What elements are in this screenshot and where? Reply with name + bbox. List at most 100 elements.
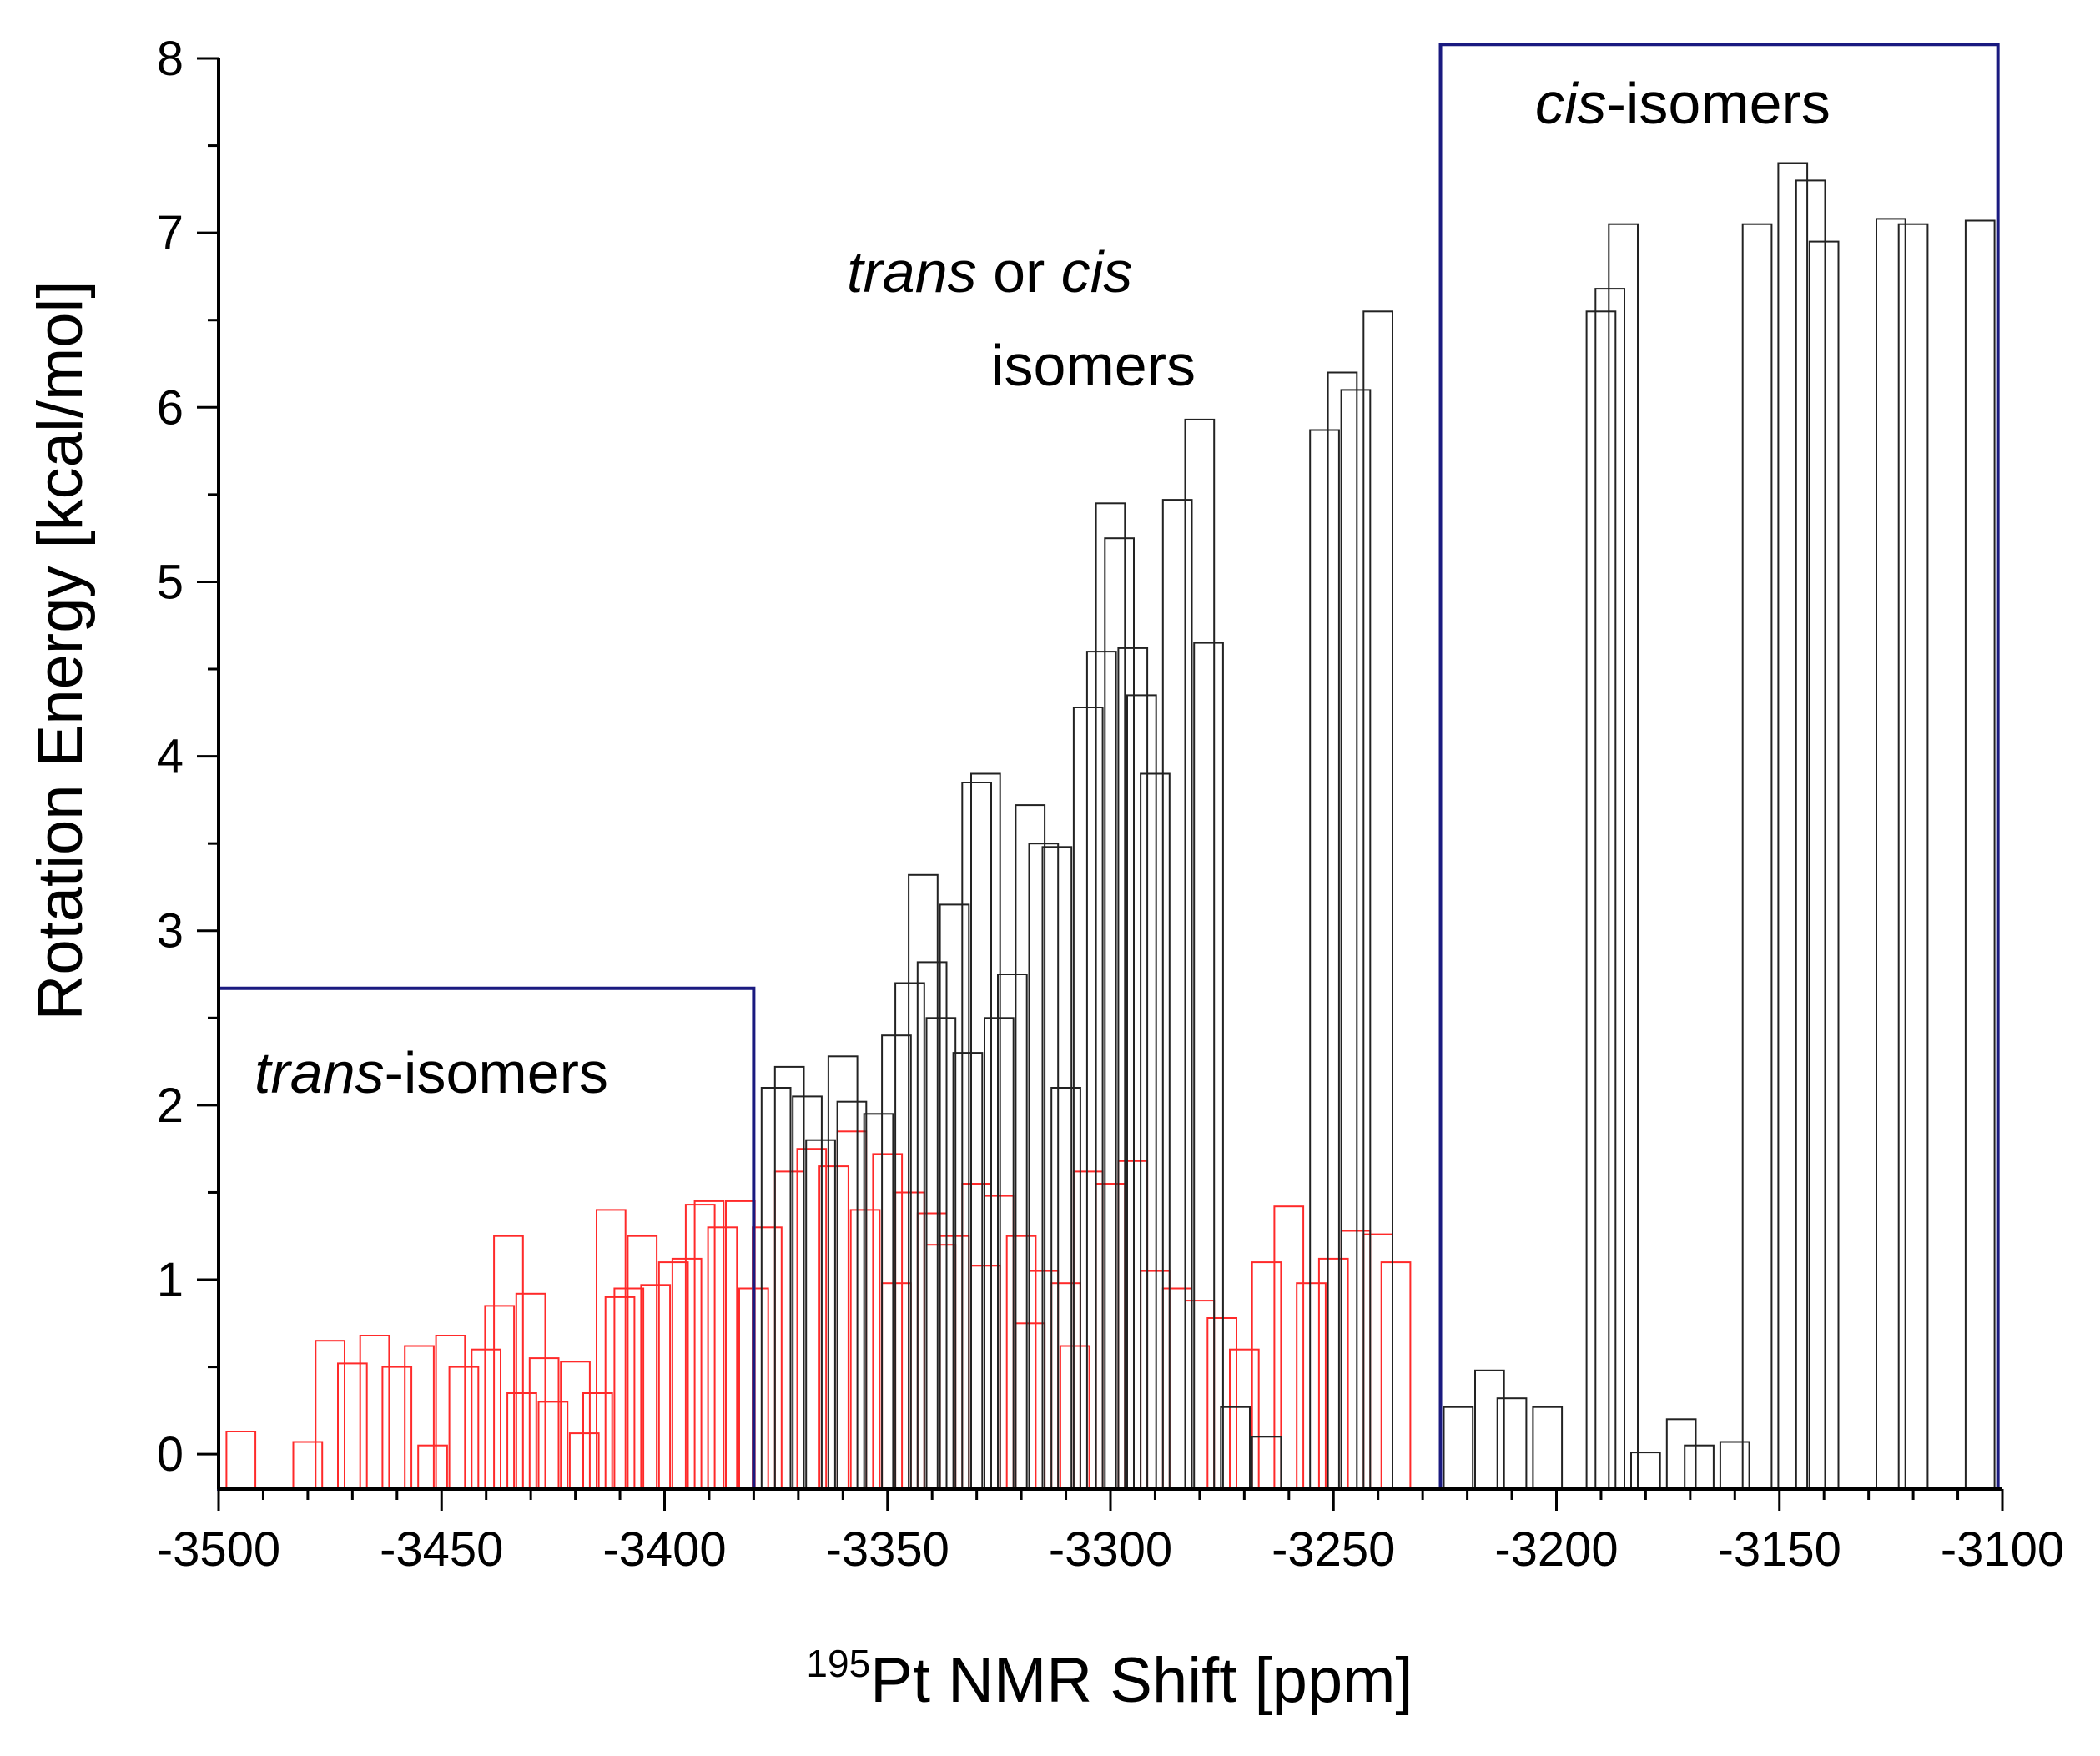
red-bar <box>970 1265 1001 1491</box>
black-bar <box>1220 1406 1251 1490</box>
y-tick-label: 3 <box>157 904 184 959</box>
black-bar <box>1340 389 1372 1490</box>
red-bar <box>484 1305 516 1491</box>
red-bar <box>1117 1160 1149 1491</box>
red-bar <box>849 1209 881 1491</box>
black-bar <box>1041 846 1073 1490</box>
red-bar <box>1184 1300 1216 1490</box>
black-bar <box>773 1065 805 1491</box>
red-bar <box>671 1257 703 1491</box>
black-bar <box>939 903 970 1490</box>
black-bar <box>881 1034 912 1490</box>
red-bar <box>752 1226 783 1491</box>
x-axis-ticks: -3500 -3450 -3400 -3350 -3300 -3250 -3200 -3150… <box>157 1489 2064 1577</box>
red-bar <box>939 1235 970 1490</box>
red-bar <box>773 1170 805 1491</box>
red-bar <box>359 1335 390 1490</box>
black-bar <box>984 1017 1015 1491</box>
black-bar <box>1777 162 1809 1490</box>
red-bar <box>613 1287 645 1490</box>
red-bar <box>1028 1270 1060 1490</box>
x-tick-label: -3250 <box>1272 1522 1395 1577</box>
red-bar <box>515 1292 546 1491</box>
y-axis-title: Rotation Energy [kcal/mol] <box>25 280 96 1020</box>
black-bar <box>1741 223 1773 1491</box>
red-bar <box>684 1204 716 1490</box>
black-bar <box>1251 1436 1282 1491</box>
red-bar <box>961 1183 993 1490</box>
black-bar <box>925 1017 957 1491</box>
black-bar <box>1795 179 1826 1490</box>
red-bar <box>225 1431 257 1490</box>
red-bar <box>1317 1257 1349 1491</box>
red-bar <box>916 1212 948 1490</box>
black-bar <box>1028 843 1060 1490</box>
red-bar <box>1005 1235 1037 1490</box>
red-bar <box>1340 1230 1372 1490</box>
red-bar <box>381 1366 413 1490</box>
black-bar <box>1126 694 1157 1490</box>
red-bar <box>836 1130 868 1491</box>
black-bar <box>1474 1369 1505 1491</box>
black-bar <box>1050 1087 1081 1490</box>
trans-or-cis-label-line1: trans or cis <box>847 239 1132 304</box>
x-axis-title: 195Pt NMR Shift [ppm] <box>806 1642 1413 1716</box>
red-bar <box>627 1235 658 1490</box>
trans-or-cis-label-line2: isomers <box>991 333 1196 398</box>
x-axis-title-text: Pt NMR Shift [ppm] <box>870 1645 1413 1716</box>
y-tick-label: 5 <box>157 555 184 609</box>
red-bar <box>925 1244 957 1490</box>
black-bar <box>1496 1397 1528 1490</box>
red-bar <box>1206 1317 1238 1490</box>
y-tick-label: 2 <box>157 1079 184 1133</box>
y-tick-label: 8 <box>157 32 184 86</box>
trans-or-cis-italic-trans: trans <box>847 239 977 304</box>
black-bar <box>1184 418 1216 1490</box>
x-tick-label: -3450 <box>380 1522 503 1577</box>
red-bar <box>1161 1287 1193 1490</box>
black-bar <box>1443 1406 1474 1490</box>
red-bar <box>471 1348 501 1490</box>
black-bar <box>1876 218 1906 1490</box>
red-bar <box>1072 1170 1104 1491</box>
red-bar <box>1229 1348 1260 1490</box>
cis-isomers-label-rest: -isomers <box>1607 71 1831 136</box>
red-bar <box>568 1432 600 1490</box>
red-bar <box>984 1195 1015 1490</box>
black-bar <box>805 1139 836 1490</box>
black-bar <box>836 1100 868 1490</box>
trans-isomers-label-rest: -isomers <box>385 1040 608 1105</box>
red-bar <box>872 1153 904 1491</box>
red-bar <box>417 1444 448 1490</box>
black-bar <box>1362 310 1394 1490</box>
red-bar <box>1362 1233 1394 1490</box>
black-bar <box>1719 1441 1750 1490</box>
red-bar <box>528 1357 560 1490</box>
red-bar <box>725 1200 756 1491</box>
black-bar <box>970 772 1001 1490</box>
red-bar <box>582 1392 613 1490</box>
black-bar <box>1309 429 1340 1490</box>
y-tick-label: 0 <box>157 1427 184 1482</box>
y-tick-label: 1 <box>157 1253 184 1307</box>
black-bar <box>1585 310 1617 1490</box>
x-tick-label: -3300 <box>1049 1522 1172 1577</box>
black-bar <box>1193 642 1224 1490</box>
y-axis-ticks: 0 1 2 3 4 5 6 7 8 <box>157 32 219 1482</box>
black-bar <box>1140 772 1171 1490</box>
x-tick-label: -3350 <box>826 1522 949 1577</box>
x-tick-label: -3100 <box>1941 1522 2064 1577</box>
x-tick-label: -3500 <box>157 1522 280 1577</box>
cis-isomers-region-box <box>1438 43 2000 1491</box>
red-bar <box>537 1401 569 1491</box>
black-bar <box>894 982 925 1490</box>
red-bar <box>1296 1282 1327 1490</box>
black-bar <box>1964 219 1996 1490</box>
red-bar <box>640 1284 672 1491</box>
trans-or-cis-italic-cis: cis <box>1061 239 1133 304</box>
y-tick-label: 6 <box>157 380 184 435</box>
red-bar <box>657 1261 689 1490</box>
black-series-bars <box>760 162 1996 1491</box>
cis-isomers-label-italic: cis <box>1535 71 1607 136</box>
